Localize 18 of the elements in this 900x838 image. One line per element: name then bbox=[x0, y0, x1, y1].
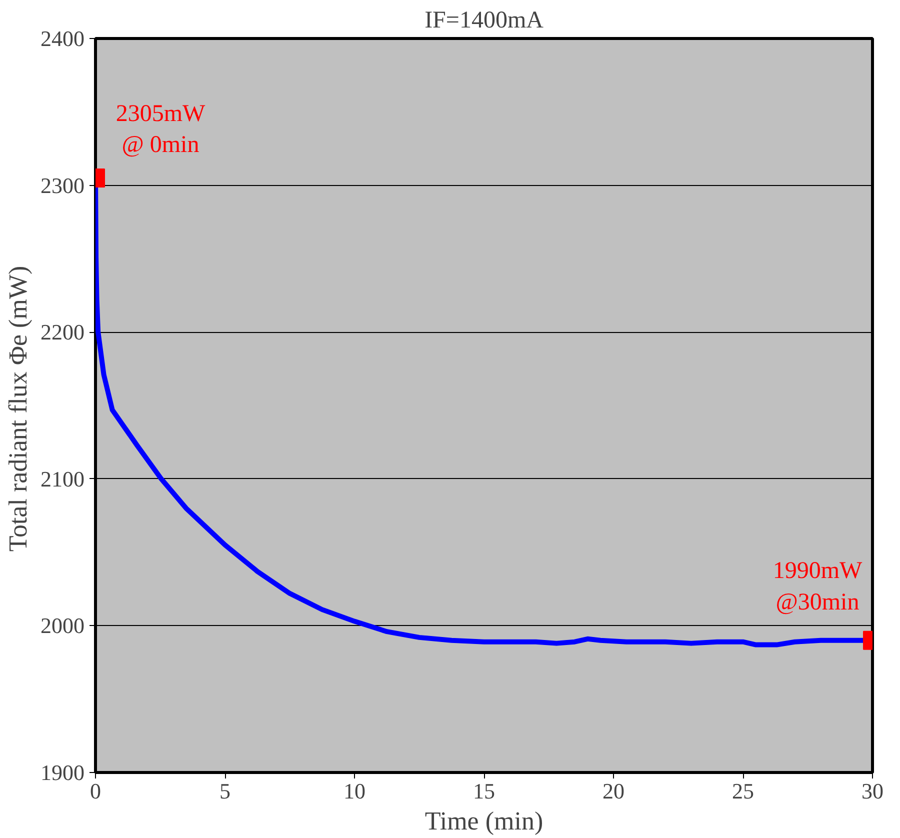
x-tick-label: 25 bbox=[732, 778, 754, 804]
annotation: 2305mW @ 0min bbox=[116, 100, 206, 158]
x-tick-label: 20 bbox=[602, 778, 624, 804]
y-axis-title: Total radiant flux Φe (mW) bbox=[4, 266, 32, 552]
y-tick-label: 2200 bbox=[40, 320, 84, 345]
y-tick-label: 2100 bbox=[40, 466, 84, 492]
x-tick-label: 0 bbox=[90, 778, 101, 804]
y-tick-label: 1900 bbox=[40, 760, 84, 785]
chart-title: IF=1400mA bbox=[424, 8, 544, 34]
y-tick-label: 2000 bbox=[40, 613, 84, 638]
annotation: 1990mW @30min bbox=[772, 558, 863, 616]
y-tick-label: 2300 bbox=[40, 172, 84, 198]
x-tick-label: 10 bbox=[344, 778, 366, 804]
x-tick-label: 15 bbox=[473, 778, 495, 804]
x-axis-title: Time (min) bbox=[424, 806, 544, 836]
y-tick-label: 2400 bbox=[40, 26, 84, 51]
x-tick-label: 30 bbox=[862, 778, 884, 804]
x-tick-label: 5 bbox=[220, 778, 230, 804]
